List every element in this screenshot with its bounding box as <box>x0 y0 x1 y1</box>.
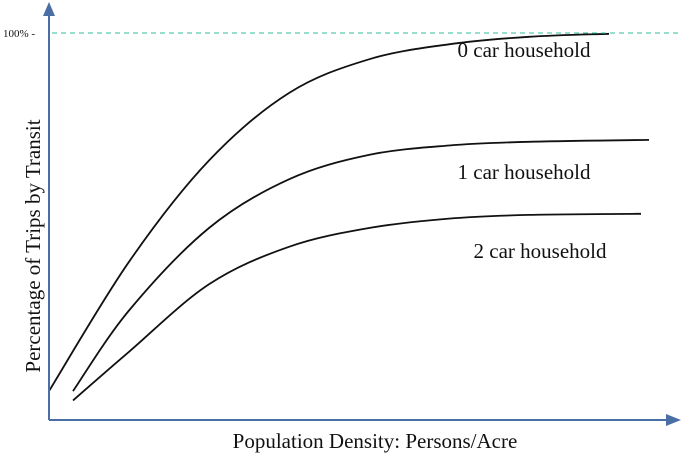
series-line-0-car-household <box>48 32 610 392</box>
x-axis-arrow <box>666 414 681 426</box>
y-tick-label-100: 100% - <box>3 28 35 40</box>
series-label-0-car-household: 0 car household <box>458 38 591 62</box>
x-axis-title: Population Density: Persons/Acre <box>233 429 518 453</box>
series-label-2-car-household: 2 car household <box>474 239 607 263</box>
y-axis-title: Percentage of Trips by Transit <box>21 119 45 372</box>
series-curves <box>48 32 650 402</box>
series-labels: 0 car household 1 car household 2 car hous… <box>458 38 607 263</box>
series-label-1-car-household: 1 car household <box>458 160 591 184</box>
y-axis-arrow <box>43 2 55 16</box>
series-line-2-car-household <box>72 212 642 402</box>
series-line-1-car-household <box>72 139 650 392</box>
